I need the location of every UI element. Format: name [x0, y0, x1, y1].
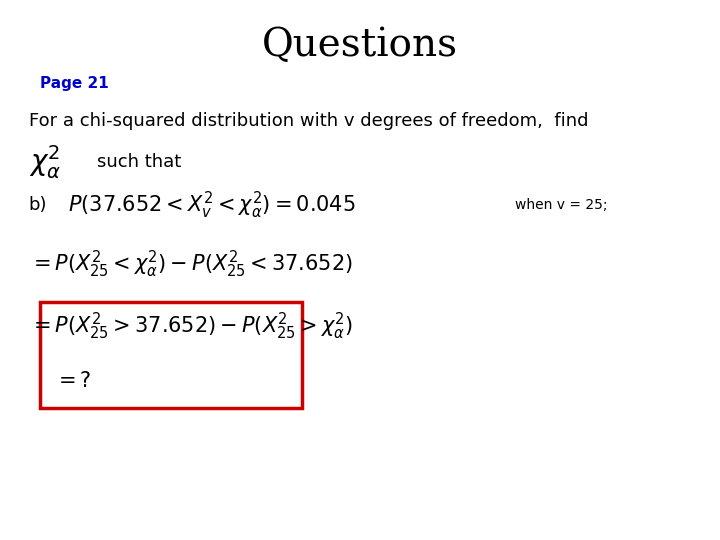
- Bar: [40, 302, 302, 408]
- Text: For a chi-squared distribution with v degrees of freedom,  find: For a chi-squared distribution with v de…: [29, 112, 588, 131]
- Text: when v = 25;: when v = 25;: [515, 198, 607, 212]
- Text: $P(37.652 < X^{2}_{v} < \chi^{2}_{\alpha}) = 0.045$: $P(37.652 < X^{2}_{v} < \chi^{2}_{\alpha…: [68, 190, 356, 221]
- Text: such that: such that: [97, 153, 181, 171]
- Text: Page 21: Page 21: [40, 76, 108, 91]
- Text: $= ?$: $= ?$: [54, 370, 91, 391]
- Text: Questions: Questions: [262, 28, 458, 64]
- Text: $= P(X^{2}_{25} < \chi^{2}_{\alpha}) - P(X^{2}_{25} < 37.652)$: $= P(X^{2}_{25} < \chi^{2}_{\alpha}) - P…: [29, 249, 353, 280]
- Text: $\chi^{2}_{\alpha}$: $\chi^{2}_{\alpha}$: [29, 143, 61, 181]
- Text: $= P(X^{2}_{25} > 37.652) - P(X^{2}_{25} > \chi^{2}_{\alpha})$: $= P(X^{2}_{25} > 37.652) - P(X^{2}_{25}…: [29, 311, 353, 342]
- Text: b): b): [29, 196, 48, 214]
